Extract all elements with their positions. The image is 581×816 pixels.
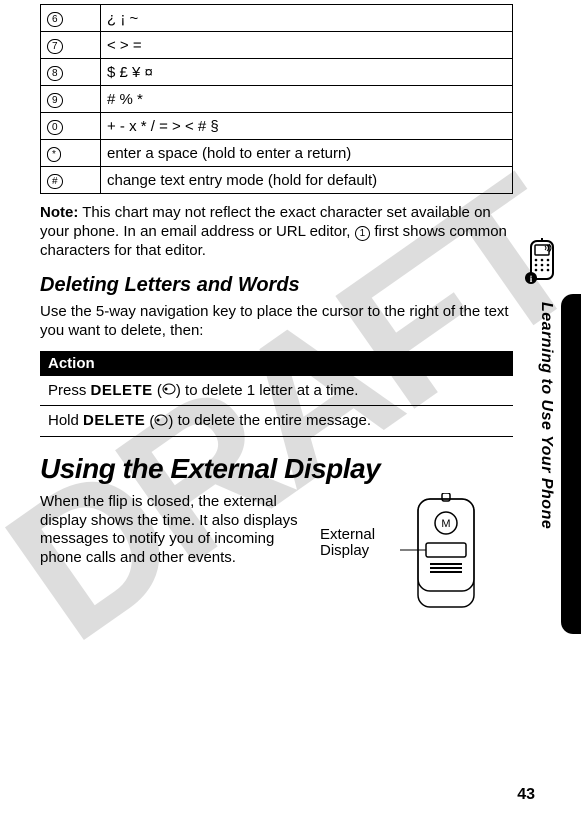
keycap-icon: 8 (47, 66, 63, 81)
keycap-icon: # (47, 174, 63, 189)
keycap-icon: 6 (47, 12, 63, 27)
section-heading-external-display: Using the External Display (40, 453, 513, 485)
svg-text:M: M (441, 518, 450, 530)
note-paragraph: Note: This chart may not reflect the exa… (40, 204, 513, 260)
softkey-left-icon: () (157, 382, 181, 399)
table-cell: # % * (101, 86, 513, 113)
note-label: Note: (40, 204, 78, 221)
delete-command: DELETE (91, 382, 153, 399)
softkey-left-icon: () (149, 413, 173, 430)
side-tab (561, 294, 581, 634)
action-header: Action (40, 351, 513, 376)
table-row: * enter a space (hold to enter a return) (41, 140, 513, 167)
table-row: 0 + - x * / = > < # § (41, 113, 513, 140)
action-text: to delete 1 letter at a time. (185, 382, 358, 399)
page-number: 43 (517, 786, 535, 804)
keycap-icon: 9 (47, 93, 63, 108)
section-heading-delete: Deleting Letters and Words (40, 274, 513, 297)
table-cell: $ £ ¥ ¤ (101, 59, 513, 86)
phone-info-icon: i (521, 238, 567, 284)
table-cell: ¿ ¡ ~ (101, 5, 513, 32)
action-table: Action Press DELETE () to delete 1 lette… (40, 351, 513, 437)
table-cell: < > = (101, 32, 513, 59)
external-display-text: When the flip is closed, the external di… (40, 493, 300, 568)
table-row: 6 ¿ ¡ ~ (41, 5, 513, 32)
table-row: 7 < > = (41, 32, 513, 59)
section-intro-delete: Use the 5-way navigation key to place th… (40, 303, 513, 341)
table-row: Press DELETE () to delete 1 letter at a … (40, 376, 513, 406)
keycap-icon: 7 (47, 39, 63, 54)
table-cell: enter a space (hold to enter a return) (101, 140, 513, 167)
action-text: Hold (48, 412, 83, 429)
table-row: # change text entry mode (hold for defaul… (41, 167, 513, 194)
table-row: 9 # % * (41, 86, 513, 113)
figure-label: External Display (320, 527, 375, 560)
table-cell: + - x * / = > < # § (101, 113, 513, 140)
table-row: Hold DELETE () to delete the entire mess… (40, 406, 513, 437)
figure-label-line: External (320, 526, 375, 543)
flip-phone-icon: M (400, 493, 490, 613)
keycap-icon: 1 (355, 226, 371, 241)
table-row: 8 $ £ ¥ ¤ (41, 59, 513, 86)
table-cell: change text entry mode (hold for default… (101, 167, 513, 194)
side-running-head: Learning to Use Your Phone (537, 302, 555, 529)
keycap-icon: * (47, 147, 61, 162)
action-text: Press (48, 382, 91, 399)
figure-label-line: Display (320, 542, 369, 559)
external-display-figure: External Display M (300, 493, 513, 568)
symbol-table: 6 ¿ ¡ ~ 7 < > = 8 $ £ ¥ ¤ 9 # % * 0 + - x * /… (40, 4, 513, 194)
keycap-icon: 0 (47, 120, 63, 135)
action-text: to delete the entire message. (178, 412, 371, 429)
delete-command: DELETE (83, 412, 145, 429)
